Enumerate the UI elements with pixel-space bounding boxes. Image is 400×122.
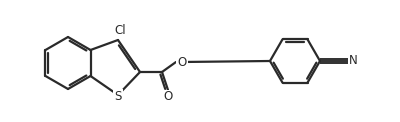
Text: O: O — [177, 56, 187, 70]
Text: S: S — [114, 90, 122, 102]
Text: N: N — [349, 55, 357, 67]
Text: Cl: Cl — [114, 25, 126, 37]
Text: O: O — [163, 91, 173, 103]
